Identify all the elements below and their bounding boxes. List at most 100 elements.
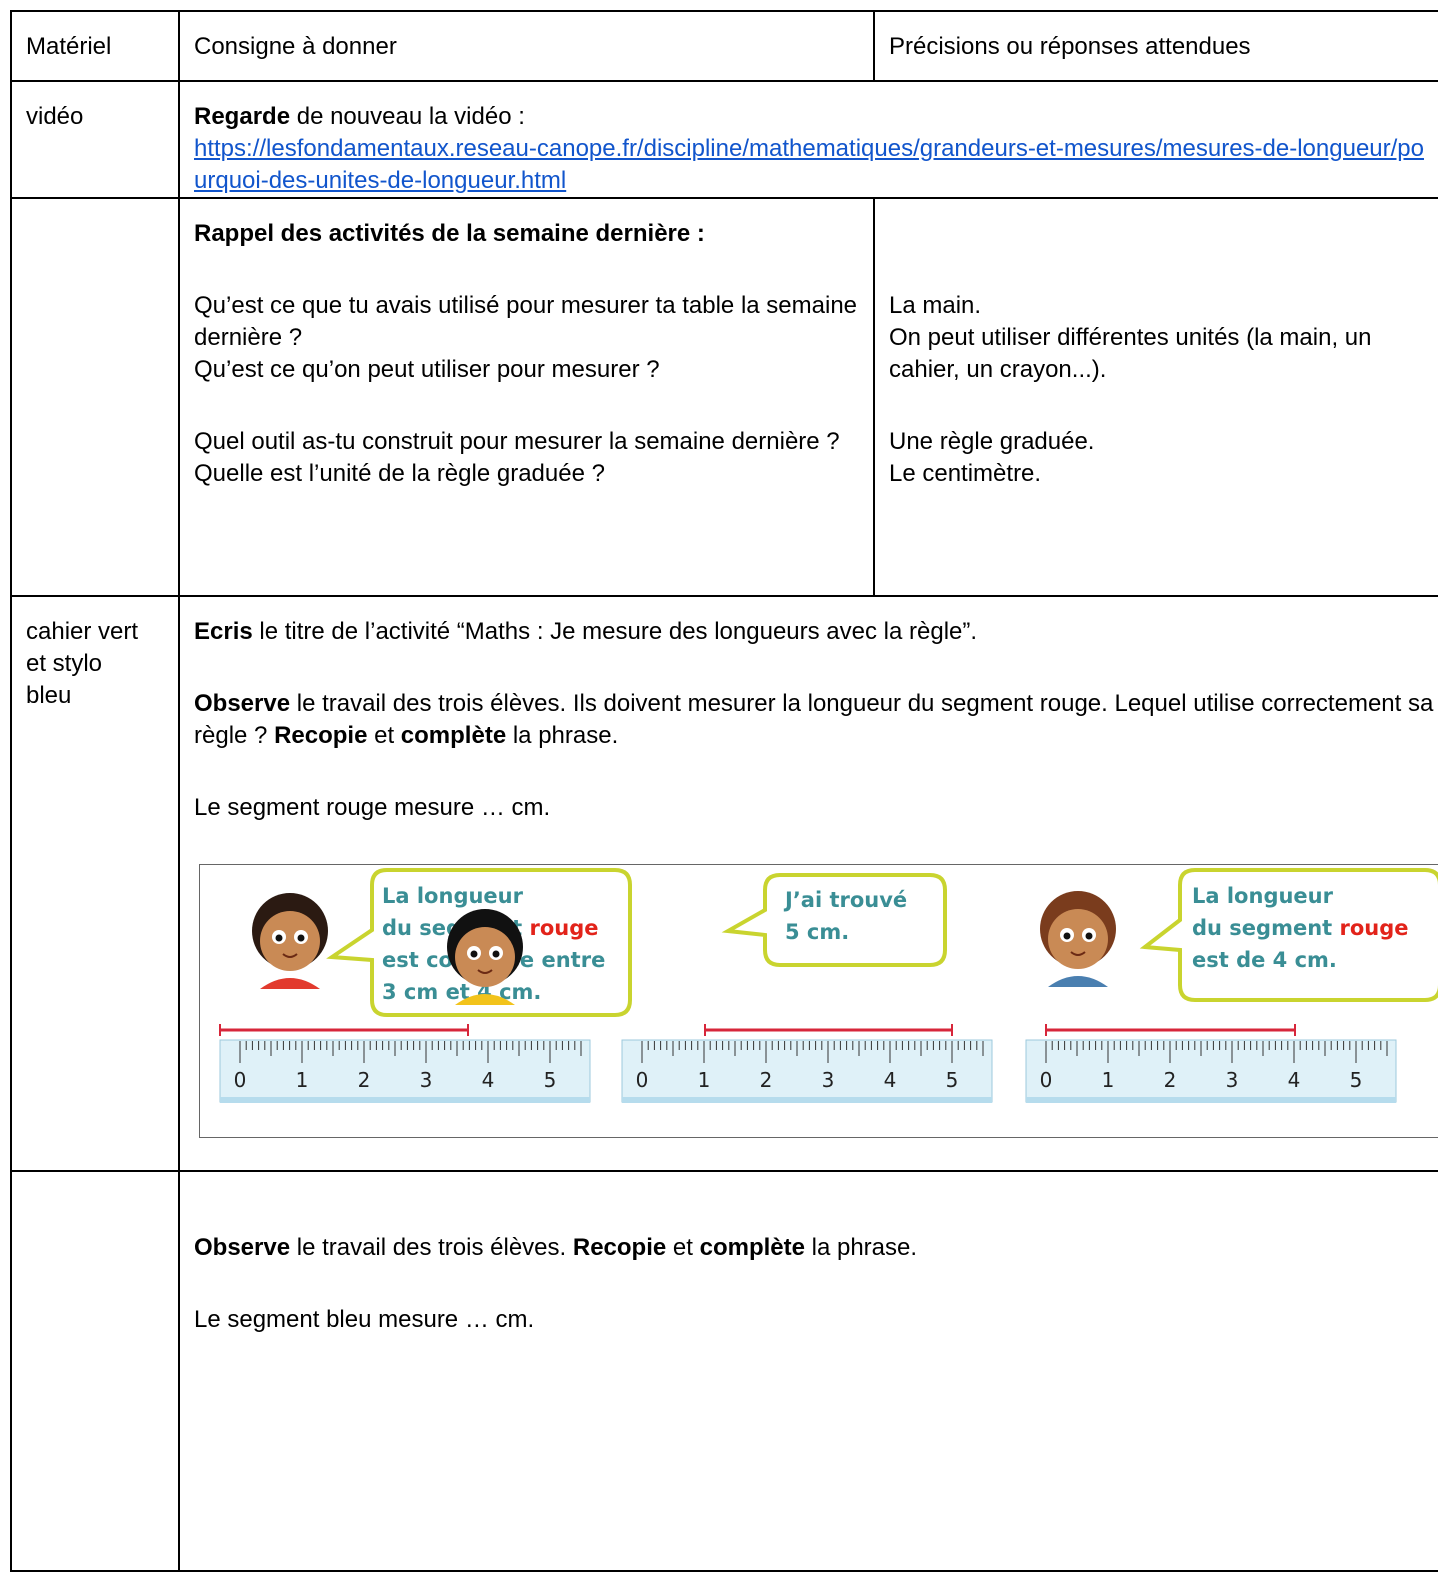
text-run: On peut utiliser différentes unités (la … [889,324,1372,383]
bold-text: Recopie [274,722,368,749]
text-run: 5 cm. [785,920,849,944]
pupil [297,934,305,942]
bold-text: complète [400,722,507,749]
text-run: le travail des trois élèves. [290,1234,573,1261]
line: Quel outil as-tu construit pour mesurer … [194,426,859,458]
header-cell: Précisions ou réponses attendues [873,10,1438,82]
text-run: et [367,722,401,749]
bubble-text: La longueur [382,884,524,908]
ruler-label: 0 [1040,1068,1053,1092]
bubble-text: 3 cm et 4 cm. [382,980,541,1004]
text-run: Quelle est l’unité de la règle graduée ? [194,460,605,487]
line: Qu’est ce que tu avais utilisé pour mesu… [194,290,859,354]
text-run: La longueur [1192,884,1334,908]
bubble-text: La longueur [1192,884,1334,908]
text-run: Qu’est ce que tu avais utilisé pour mesu… [194,292,858,351]
paragraph: Ecris le titre de l’activité “Maths : Je… [194,616,1434,648]
bubble-text: est de 4 cm. [1192,948,1337,972]
line: Quelle est l’unité de la règle graduée ? [194,458,859,490]
instruction-cell: Ecris le titre de l’activité “Maths : Je… [178,595,1438,1172]
text-run: Le centimètre. [889,460,1042,487]
text-run: du segment [1192,916,1340,940]
paragraph: La main. On peut utiliser différentes uni… [889,290,1434,386]
page: Matériel Consigne à donner Précisions ou r… [10,10,1438,1572]
ruler-label: 2 [760,1068,773,1092]
material-cell [10,197,180,597]
line: Rappel des activités de la semaine derni… [194,218,859,250]
line: Le centimètre. [889,458,1434,490]
ruler-label: 3 [822,1068,835,1092]
instruction-cell: Observe le travail des trois élèves. Rec… [178,1170,1438,1572]
paragraph: Quel outil as-tu construit pour mesurer … [194,426,859,490]
line: Ecris le titre de l’activité “Maths : Je… [194,616,1434,648]
material-cell [10,1170,180,1572]
text-run: Le segment bleu mesure … cm. [194,1306,535,1333]
text-run: 3 cm et 4 cm. [382,980,541,1004]
text-run: la phrase. [804,1234,918,1261]
text-run: la phrase. [506,722,619,749]
paragraph: Observe le travail des trois élèves. Rec… [194,1232,1434,1264]
ruler-label: 2 [358,1068,371,1092]
text-run: La main. [889,292,982,319]
instruction-cell: Regarde de nouveau la vidéo : https://les… [178,80,1438,199]
line: Une règle graduée. [889,426,1434,458]
paragraph: Regarde de nouveau la vidéo : https://les… [194,101,1434,197]
bold-text: complète [699,1234,805,1261]
shirt [1048,976,1108,987]
header-cell: Matériel [10,10,180,82]
face [455,927,515,987]
material-cell: cahier vert et stylo bleu [10,595,180,1172]
ruler-edge [220,1097,590,1103]
ruler-label: 4 [1288,1068,1301,1092]
ruler-label: 4 [482,1068,495,1092]
text-run: est de 4 cm. [1192,948,1337,972]
paragraph: Observe le travail des trois élèves. Ils… [194,688,1434,752]
mouth [1070,951,1086,956]
table-row: Observe le travail des trois élèves. Rec… [10,1170,1438,1572]
text-run: La longueur [382,884,524,908]
bold-text: Regarde [194,103,291,130]
ruler-label: 1 [296,1068,309,1092]
paragraph: Le segment rouge mesure … cm. [194,792,1434,824]
text-run: Quel outil as-tu construit pour mesurer … [194,428,840,455]
text-run: et [666,1234,700,1261]
text-run: J’ai trouvé [783,888,907,912]
table-row: vidéo Regarde de nouveau la vidéo : https:… [10,80,1438,199]
ruler-edge [1026,1097,1396,1103]
ruler [219,1039,591,1103]
table-row: Rappel des activités de la semaine derni… [10,197,1438,597]
bold-text: Ecris [194,618,253,645]
instruction-cell: Rappel des activités de la semaine derni… [178,197,875,597]
lesson-table: Matériel Consigne à donner Précisions ou r… [10,10,1438,1572]
mouth [282,953,298,958]
pupil [1063,932,1071,940]
link[interactable]: https://lesfondamentaux.reseau-canope.fr… [194,135,1424,194]
ruler-edge [622,1097,992,1103]
bubble-text: J’ai trouvé [783,888,907,912]
ruler-label: 1 [1102,1068,1115,1092]
header-row: Matériel Consigne à donner Précisions ou r… [10,10,1438,82]
ruler [1025,1039,1397,1103]
face [1048,909,1108,969]
line: Observe le travail des trois élèves. Ils… [194,688,1434,752]
ruler-label: 2 [1164,1068,1177,1092]
ruler-label: 1 [698,1068,711,1092]
text-run: Qu’est ce qu’on peut utiliser pour mesur… [194,356,660,383]
line: Le segment rouge mesure … cm. [194,792,1434,824]
bold-text: Rappel des activités de la semaine derni… [194,220,705,247]
bold-text: Observe [194,1234,291,1261]
bold-text: Observe [194,690,291,717]
bold-text: Recopie [572,1234,667,1261]
ruler-label: 4 [884,1068,897,1092]
text-run: rouge [1340,916,1409,940]
ruler-label: 3 [420,1068,433,1092]
line: On peut utiliser différentes unités (la … [889,322,1434,386]
bubble-text: du segment rouge [1192,916,1409,940]
answer-cell: La main. On peut utiliser différentes uni… [873,197,1438,597]
line: Observe le travail des trois élèves. Rec… [194,1232,1434,1264]
text-run: Le segment rouge mesure … cm. [194,794,551,821]
ruler-label: 3 [1226,1068,1239,1092]
table-row: cahier vert et stylo bleu Ecris le titre … [10,595,1438,1172]
pupil [1085,932,1093,940]
